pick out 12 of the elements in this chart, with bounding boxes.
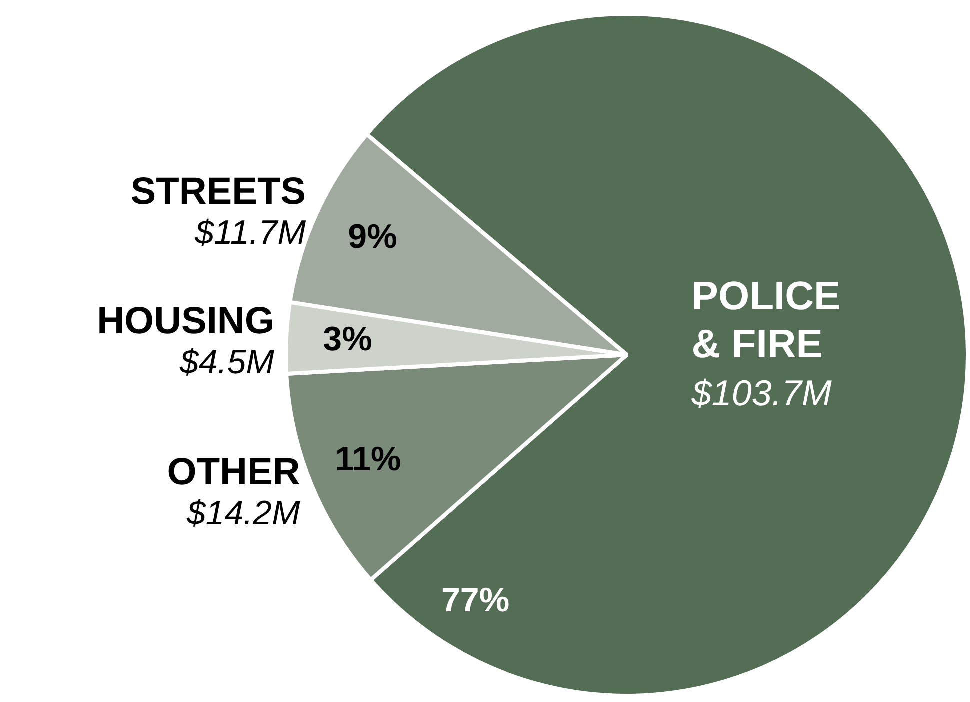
data-label: $4.5M (178, 343, 276, 382)
data-label: $14.2M (186, 494, 301, 533)
data-label: $103.7M (690, 372, 832, 414)
slice-label: POLICE & FIRE (692, 274, 841, 366)
text: 11% (335, 440, 402, 478)
text: 77% (442, 582, 510, 620)
slice-label: HOUSING (97, 300, 274, 342)
text: 3% (323, 320, 372, 358)
slice-label: STREETS (130, 171, 306, 214)
data-label: $11.7M (194, 214, 307, 252)
text: 9% (348, 218, 398, 256)
slice-label: OTHER (167, 452, 300, 494)
